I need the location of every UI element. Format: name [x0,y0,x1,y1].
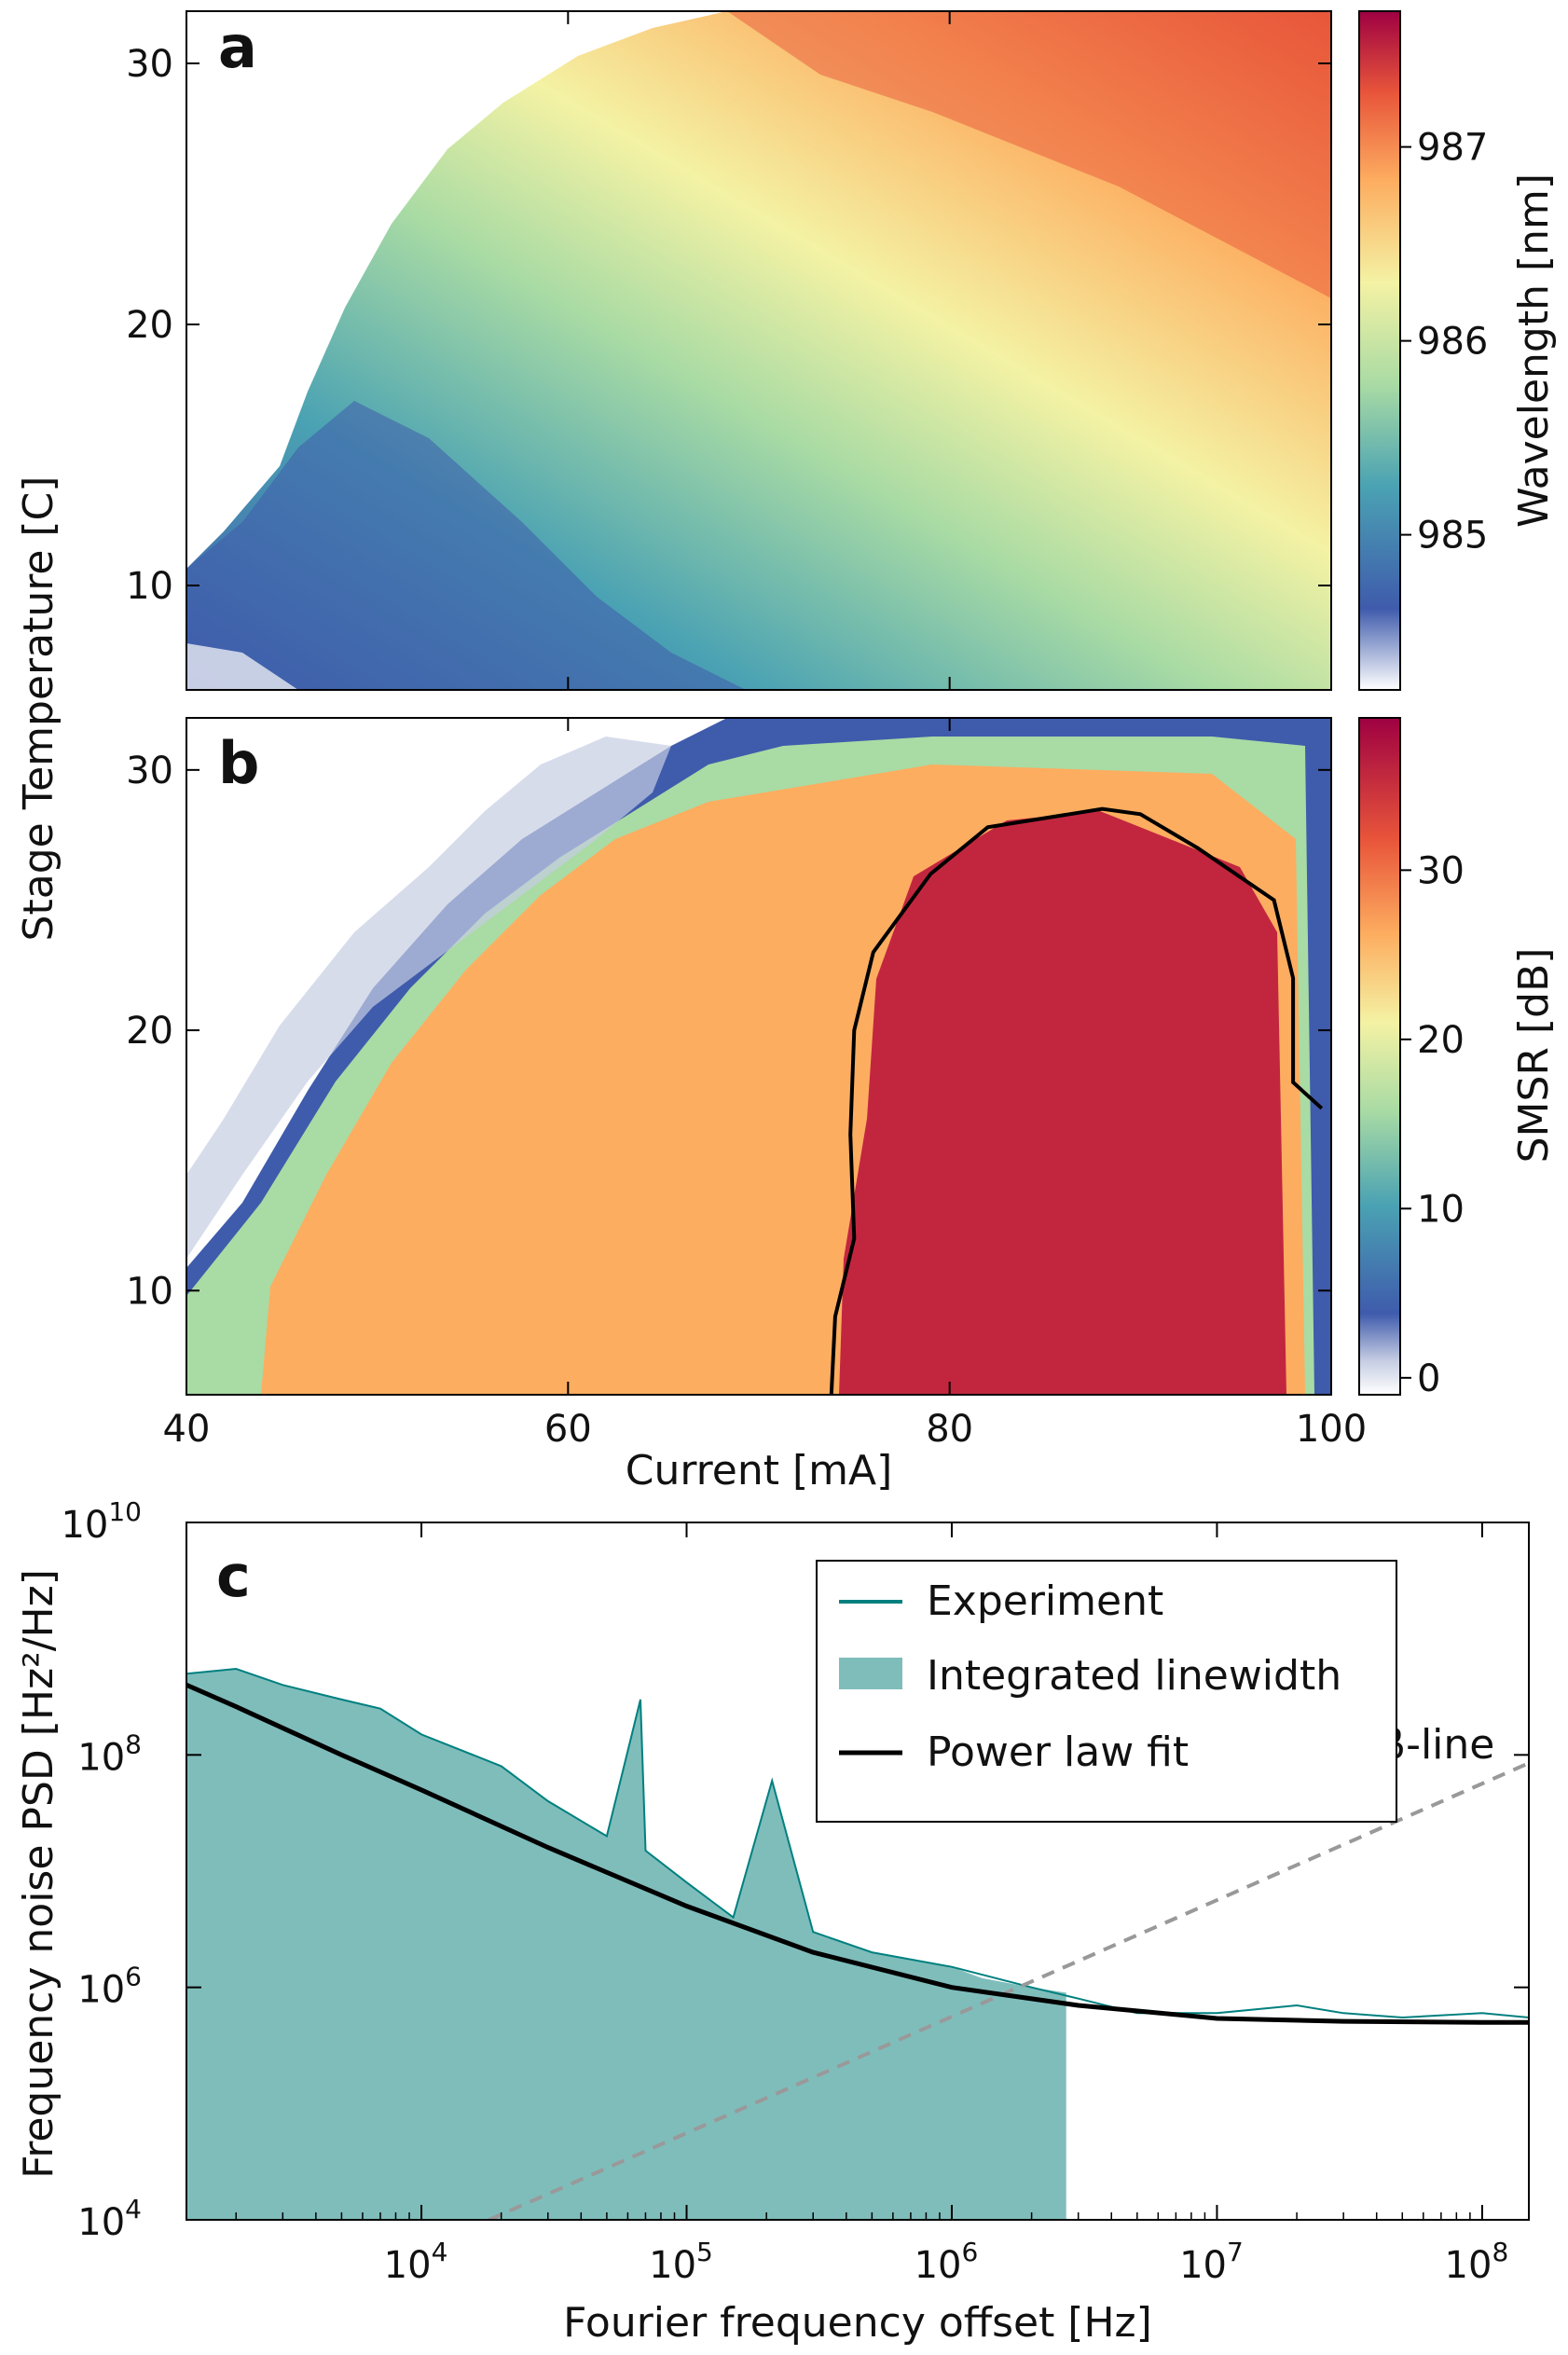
y-tick-label: 30 [126,750,173,792]
x-tick-base: 10 [649,2244,696,2287]
colorbar-tick-label: 10 [1417,1188,1465,1231]
y-tick-label: 20 [126,1010,173,1053]
plot-b-frame [186,717,1332,1396]
x-tick-label: 40 [163,1408,211,1451]
legend: Experiment Integrated linewidth Power la… [816,1560,1397,1823]
colorbar-a [1358,10,1401,691]
y-tick-base: 10 [77,1736,125,1779]
legend-swatch-integrated [839,1658,902,1689]
x-axis-label-c: Fourier frequency offset [Hz] [563,2299,1152,2347]
y-tick-base: 10 [77,1969,125,2012]
panel-c-label: c [216,1542,251,1610]
colorbar-tick-label: 985 [1417,515,1488,558]
colorbar-b-ticks: 0 10 20 30 [1400,849,1465,1400]
plot-a-frame [186,10,1332,691]
y-axis-b: 10 20 30 [126,750,1331,1313]
plot-c-frame [186,1522,1530,2221]
colorbar-tick-label: 30 [1417,849,1465,892]
x-axis-label-b: Current [mA] [626,1447,893,1494]
x-axis-c: 104 105 106 107 108 [235,1522,1509,2287]
colorbar-a-label: Wavelength [nm] [1510,173,1558,528]
x-tick-label: 105 [649,2237,713,2287]
legend-box [816,1560,1397,1823]
heatmap-a-white-corner [186,643,298,690]
y-tick-base: 10 [77,2201,125,2244]
x-tick-exp: 4 [432,2237,448,2267]
x-tick-label: 106 [915,2237,979,2287]
colorbar-a-ticks: 985 986 987 [1400,127,1488,558]
x-tick-base: 10 [1445,2244,1492,2287]
panel-a-label: a [218,13,257,81]
legend-label-fit: Power law fit [927,1728,1189,1776]
y-tick-label: 104 [77,2194,142,2244]
x-tick-base: 10 [384,2244,432,2287]
colorbar-b-label: SMSR [dB] [1510,948,1558,1164]
colorbar-tick-label: 0 [1417,1357,1440,1400]
series-power-law-fit [186,1683,1529,2025]
y-tick-label: 108 [77,1728,142,1779]
y-axis-label-ab: Stage Temperature [C] [15,476,62,942]
y-axis-a: 10 20 30 [126,43,1331,608]
y-tick-exp: 10 [108,1496,142,1527]
y-tick-exp: 8 [125,1728,142,1759]
y-tick-exp: 6 [125,1962,142,1992]
heatmap-b-gray [186,737,671,1259]
series-experiment [186,1667,1529,2019]
heatmap-b-red [839,811,1286,1395]
y-axis-label-c: Frequency noise PSD [Hz²/Hz] [15,1569,62,2179]
y-tick-base: 10 [61,1504,108,1547]
panel-b-label: b [218,729,259,797]
y-tick-label: 20 [126,304,173,347]
x-tick-exp: 5 [696,2237,713,2267]
x-tick-label: 80 [926,1408,973,1451]
smsr-contour [829,806,1324,1396]
x-tick-label: 100 [1296,1408,1367,1451]
y-tick-exp: 4 [125,2194,142,2224]
legend-label-integrated: Integrated linewidth [927,1652,1341,1700]
x-tick-label: 108 [1445,2237,1509,2287]
x-tick-label: 104 [384,2237,448,2287]
y-tick-label: 106 [77,1962,142,2012]
colorbar-tick-label: 20 [1417,1019,1465,1062]
panel-a: a 10 20 30 985 986 987 Wavelength [nm] [126,10,1558,691]
series-beta-line [488,1761,1529,2220]
y-tick-label: 10 [126,565,173,608]
x-tick-label: 60 [544,1408,592,1451]
x-axis-b: 40 60 80 100 [163,11,1367,1451]
heatmap-a-red-region [727,11,1331,298]
x-tick-exp: 8 [1492,2237,1508,2267]
x-tick-exp: 6 [962,2237,979,2267]
colorbar-b [1358,717,1401,1396]
x-tick-exp: 7 [1227,2237,1244,2267]
y-tick-label: 30 [126,43,173,86]
legend-label-experiment: Experiment [927,1577,1163,1625]
x-tick-base: 10 [915,2244,962,2287]
beta-line-annotation: β-line [1380,1721,1494,1769]
colorbar-tick-label: 987 [1417,127,1488,170]
series-integrated-linewidth [186,1669,1066,2220]
heatmap-a-blue-corner [186,401,746,690]
y-tick-label: 1010 [61,1496,142,1547]
colorbar-tick-label: 986 [1417,321,1488,364]
y-tick-label: 10 [126,1270,173,1313]
x-tick-label: 107 [1179,2237,1244,2287]
x-tick-base: 10 [1179,2244,1227,2287]
